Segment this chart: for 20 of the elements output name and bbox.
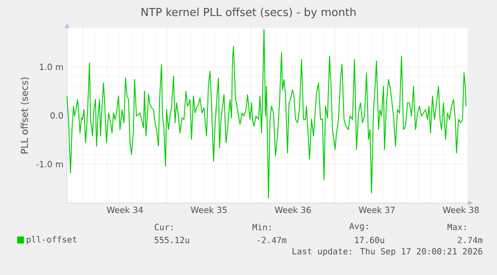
y-tick-label: 1.0 m — [40, 64, 63, 70]
x-tick-label: Week 35 — [190, 206, 227, 214]
text: Min: — [252, 224, 271, 230]
chart-title: NTP kernel PLL offset (secs) - by month — [142, 8, 356, 18]
y-tick-label: 0.0 — [50, 112, 63, 119]
x-tick-label: Week 34 — [106, 206, 143, 214]
text: Avg: — [349, 222, 368, 232]
text: Cur: — [154, 224, 173, 230]
text: Max: — [448, 224, 466, 230]
y-tick-label: -1.0 m — [36, 160, 63, 168]
text: Last update: Thu Sep 17 20:00:21 2026 — [292, 248, 482, 256]
text: 555.12u — [154, 236, 190, 244]
x-tick-label: Week 37 — [358, 206, 395, 214]
y-axis-title: PLL offset (secs) — [20, 78, 30, 154]
x-tick-label: Week 38 — [442, 206, 479, 214]
text: 2.74m — [458, 236, 482, 244]
legend-label: pll-offset — [26, 236, 76, 244]
x-tick-label: Week 36 — [274, 206, 311, 214]
text: -2.47m — [258, 236, 286, 244]
text: 17.60u — [355, 236, 384, 244]
